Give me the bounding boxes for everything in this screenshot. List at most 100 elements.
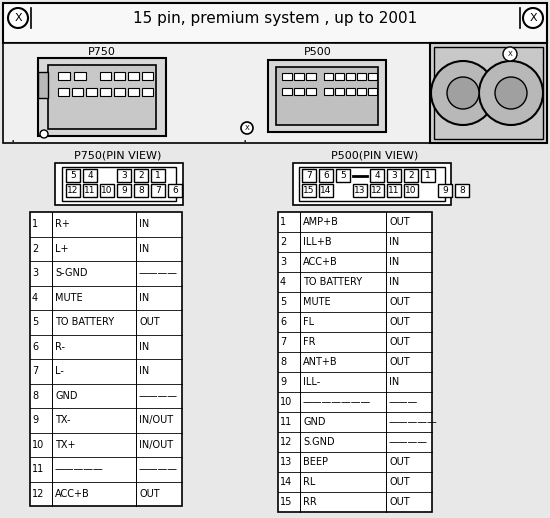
- Bar: [302, 169, 316, 182]
- Text: IN: IN: [139, 293, 149, 303]
- Text: MUTE: MUTE: [303, 297, 331, 307]
- Bar: [30, 212, 182, 506]
- Text: IN: IN: [389, 377, 399, 387]
- Text: ACC+B: ACC+B: [303, 257, 338, 267]
- Bar: [368, 73, 377, 80]
- Text: 2: 2: [32, 244, 39, 254]
- Bar: [434, 47, 543, 139]
- Text: TO BATTERY: TO BATTERY: [303, 277, 362, 287]
- Text: 3: 3: [121, 171, 127, 180]
- Text: IN: IN: [389, 237, 399, 247]
- Bar: [306, 88, 316, 95]
- Text: 3: 3: [32, 268, 38, 278]
- Text: 2: 2: [408, 171, 414, 180]
- Bar: [324, 73, 333, 80]
- Bar: [128, 88, 139, 96]
- Text: 1: 1: [425, 171, 431, 180]
- Bar: [268, 60, 386, 132]
- Text: 5: 5: [280, 297, 286, 307]
- Bar: [368, 88, 377, 95]
- Bar: [438, 184, 452, 197]
- Bar: [3, 3, 547, 43]
- Bar: [319, 169, 333, 182]
- Text: 8: 8: [280, 357, 286, 367]
- Text: P500(PIN VIEW): P500(PIN VIEW): [331, 150, 419, 160]
- Bar: [142, 72, 153, 80]
- Text: GND: GND: [303, 417, 326, 427]
- Text: L+: L+: [55, 244, 69, 254]
- Text: S.GND: S.GND: [303, 437, 334, 447]
- Text: OUT: OUT: [139, 317, 160, 327]
- Text: 8: 8: [138, 186, 144, 195]
- Text: 15: 15: [303, 186, 315, 195]
- Text: TO BATTERY: TO BATTERY: [55, 317, 114, 327]
- Text: 1: 1: [155, 171, 161, 180]
- Text: GND: GND: [55, 391, 78, 401]
- Text: 6: 6: [172, 186, 178, 195]
- Circle shape: [8, 8, 28, 28]
- Text: 11: 11: [84, 186, 96, 195]
- Text: TX-: TX-: [55, 415, 70, 425]
- Text: —————: —————: [55, 464, 104, 474]
- Text: OUT: OUT: [389, 457, 410, 467]
- Text: 8: 8: [32, 391, 38, 401]
- Text: 14: 14: [320, 186, 332, 195]
- Bar: [74, 72, 86, 80]
- Text: 12: 12: [67, 186, 79, 195]
- Text: 7: 7: [306, 171, 312, 180]
- Text: 9: 9: [442, 186, 448, 195]
- Text: OUT: OUT: [389, 477, 410, 487]
- Text: RR: RR: [303, 497, 317, 507]
- Bar: [282, 73, 292, 80]
- Text: 1: 1: [280, 217, 286, 227]
- Text: L-: L-: [55, 366, 64, 376]
- Bar: [55, 163, 183, 205]
- Bar: [404, 184, 418, 197]
- Bar: [370, 184, 384, 197]
- Text: 15 pin, premium system , up to 2001: 15 pin, premium system , up to 2001: [133, 10, 417, 25]
- Text: 12: 12: [32, 489, 45, 499]
- Text: OUT: OUT: [389, 497, 410, 507]
- Bar: [66, 169, 80, 182]
- Text: IN: IN: [139, 366, 149, 376]
- Text: ————: ————: [389, 437, 428, 447]
- Bar: [142, 88, 153, 96]
- Bar: [134, 169, 148, 182]
- Bar: [387, 184, 401, 197]
- Bar: [38, 72, 48, 98]
- Bar: [100, 184, 114, 197]
- Text: 9: 9: [121, 186, 127, 195]
- Bar: [3, 43, 547, 143]
- Text: P750(PIN VIEW): P750(PIN VIEW): [74, 150, 162, 160]
- Bar: [357, 88, 366, 95]
- Text: R-: R-: [55, 342, 65, 352]
- Text: 10: 10: [280, 397, 292, 407]
- Text: 11: 11: [280, 417, 292, 427]
- Bar: [58, 88, 69, 96]
- Text: 6: 6: [323, 171, 329, 180]
- Bar: [100, 88, 111, 96]
- Text: —————: —————: [389, 417, 438, 427]
- Text: 9: 9: [280, 377, 286, 387]
- Bar: [306, 73, 316, 80]
- Bar: [302, 184, 316, 197]
- Bar: [346, 73, 355, 80]
- Bar: [370, 169, 384, 182]
- Text: 4: 4: [374, 171, 380, 180]
- Bar: [294, 88, 304, 95]
- Bar: [335, 88, 344, 95]
- Text: 7: 7: [155, 186, 161, 195]
- Text: FL: FL: [303, 317, 314, 327]
- Text: TX+: TX+: [55, 440, 75, 450]
- Text: 5: 5: [32, 317, 39, 327]
- Bar: [48, 65, 156, 129]
- Text: 6: 6: [280, 317, 286, 327]
- Bar: [72, 88, 83, 96]
- Text: ————: ————: [139, 391, 178, 401]
- Circle shape: [479, 61, 543, 125]
- Text: OUT: OUT: [389, 217, 410, 227]
- Bar: [134, 184, 148, 197]
- Text: 4: 4: [32, 293, 38, 303]
- Text: IN: IN: [139, 342, 149, 352]
- Text: P750: P750: [88, 47, 116, 57]
